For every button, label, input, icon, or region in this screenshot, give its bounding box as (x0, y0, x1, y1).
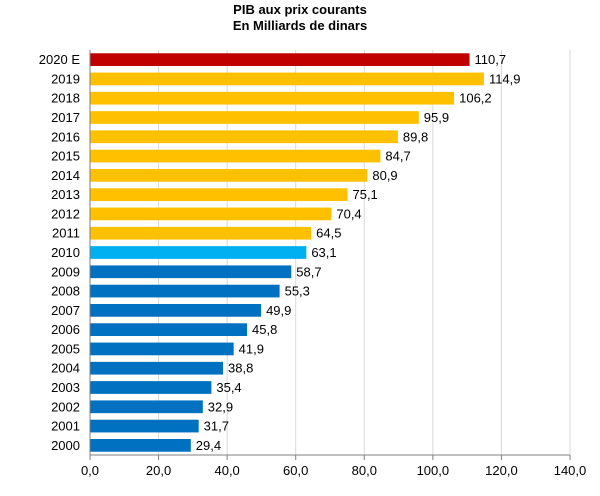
category-label: 2015 (51, 149, 80, 164)
category-label: 2003 (51, 380, 80, 395)
category-label: 2009 (51, 264, 80, 279)
bar-2009 (90, 265, 292, 279)
category-label: 2017 (51, 110, 80, 125)
category-label: 2005 (51, 341, 80, 356)
category-label: 2013 (51, 187, 80, 202)
category-label: 2011 (52, 226, 80, 241)
value-label: 64,5 (316, 226, 341, 241)
value-label: 32,9 (208, 399, 233, 414)
value-label: 70,4 (336, 206, 361, 221)
value-label: 38,8 (228, 361, 253, 376)
category-label: 2004 (51, 361, 80, 376)
bar-2017 (90, 111, 419, 124)
labels: 0,0 20,0 40,0 60,0 80,0 100,0 120,0 140,0 2020 E… (39, 52, 586, 478)
bar-2008 (90, 284, 280, 298)
bar-2018 (90, 91, 455, 105)
x-tick-label: 40,0 (214, 463, 239, 478)
bar-2015 (90, 149, 381, 163)
value-label: 75,1 (352, 187, 377, 202)
category-label: 2010 (51, 245, 80, 260)
category-label: 2012 (51, 206, 80, 221)
category-label: 2016 (51, 129, 80, 144)
value-label: 114,9 (489, 71, 521, 86)
chart-subtitle: En Milliards de dinars (232, 18, 368, 33)
value-label: 58,7 (296, 264, 321, 279)
bar-2016 (90, 130, 398, 144)
bar-2014 (90, 168, 368, 182)
axes (89, 50, 571, 460)
category-label: 2014 (51, 168, 80, 183)
value-label: 89,8 (403, 129, 428, 144)
value-label: 106,2 (459, 91, 492, 106)
value-label: 45,8 (252, 322, 277, 337)
value-label: 80,9 (372, 168, 397, 183)
category-label: 2018 (51, 91, 80, 106)
bar-2013 (90, 188, 348, 202)
bars (90, 53, 484, 452)
bar-2019 (90, 72, 484, 86)
x-tick-label: 80,0 (352, 463, 377, 478)
bar-2006 (90, 323, 248, 337)
category-label: 2019 (51, 71, 80, 86)
category-label: 2020 E (39, 52, 81, 67)
bar-2005 (90, 342, 234, 356)
value-label: 41,9 (239, 341, 264, 356)
category-label: 2001 (51, 419, 80, 434)
value-label: 55,3 (285, 284, 310, 299)
x-tick-label: 140,0 (554, 463, 587, 478)
category-label: 2006 (51, 322, 80, 337)
chart-title-block: PIB aux prix courants En Milliards de di… (0, 2, 600, 34)
x-tick-label: 60,0 (283, 463, 308, 478)
category-label: 2008 (51, 284, 80, 299)
x-tick-label: 100,0 (417, 463, 450, 478)
value-label: 110,7 (475, 52, 507, 67)
value-label: 29,4 (196, 438, 221, 453)
category-label: 2002 (51, 399, 80, 414)
bar-2020-e (90, 53, 470, 67)
bar-2011 (90, 226, 312, 240)
bar-2003 (90, 381, 212, 394)
x-tick-label: 0,0 (81, 463, 99, 478)
value-label: 63,1 (311, 245, 336, 260)
category-label: 2007 (51, 303, 80, 318)
value-label: 49,9 (266, 303, 291, 318)
value-label: 35,4 (216, 380, 241, 395)
x-tick-label: 20,0 (146, 463, 171, 478)
bar-2012 (90, 207, 332, 221)
value-label: 84,7 (385, 149, 410, 164)
x-tick-label: 120,0 (485, 463, 518, 478)
bar-2000 (90, 438, 191, 452)
chart-title: PIB aux prix courants (233, 2, 367, 17)
bar-2002 (90, 400, 203, 414)
bar-2001 (90, 419, 199, 433)
bar-2007 (90, 303, 262, 317)
value-label: 95,9 (424, 110, 449, 125)
bar-2004 (90, 361, 224, 375)
bar-2010 (90, 246, 307, 259)
value-label: 31,7 (204, 419, 229, 434)
category-label: 2000 (51, 438, 80, 453)
